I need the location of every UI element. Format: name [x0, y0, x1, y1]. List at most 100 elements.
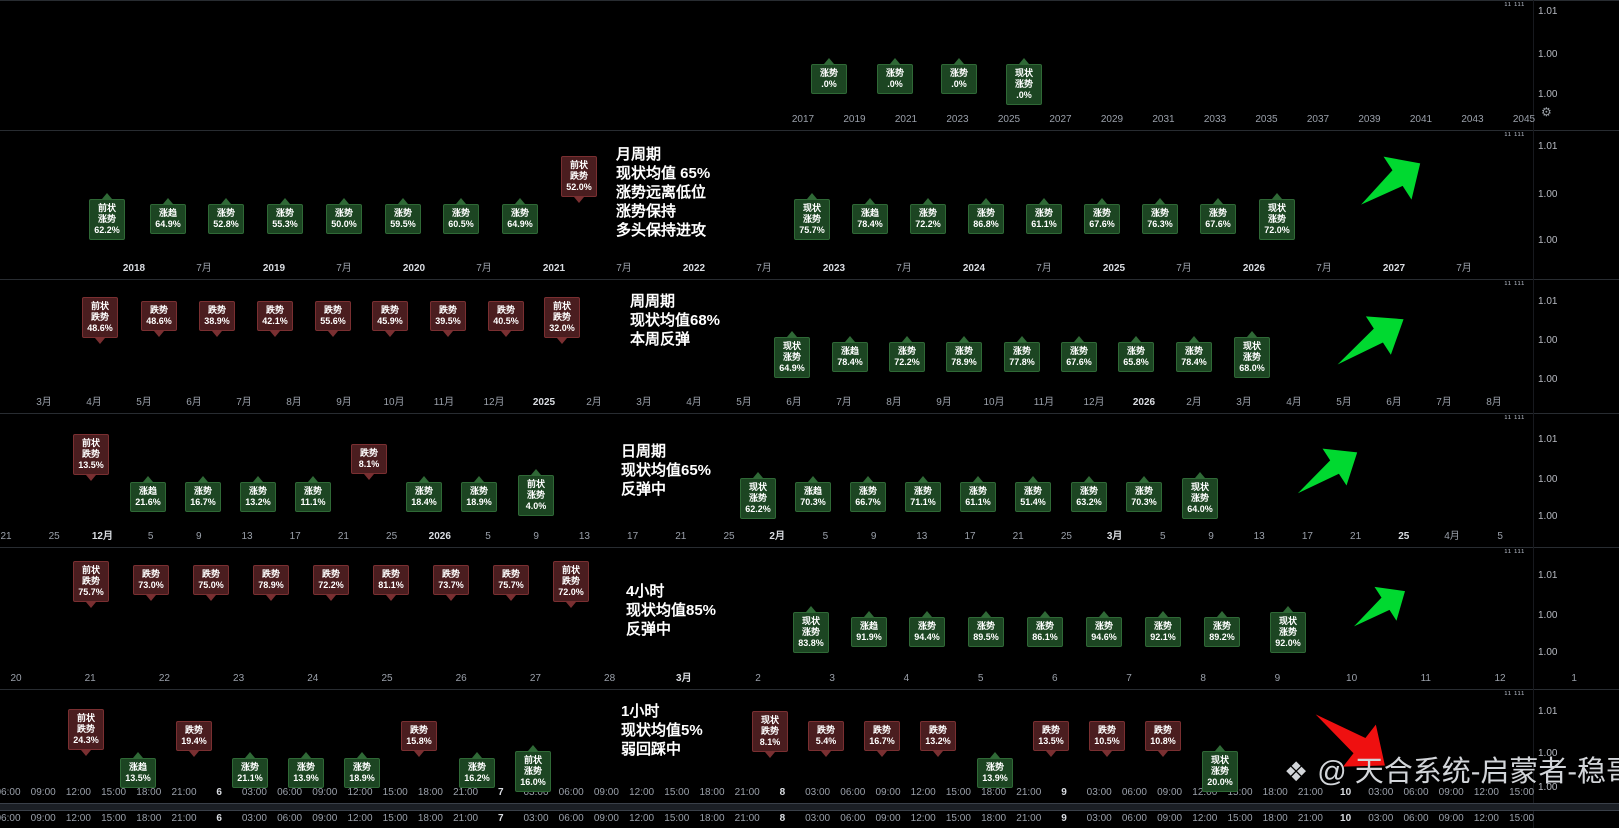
marker-box: 跌势 40.5% — [488, 301, 524, 331]
time-axis-bottom[interactable]: 06:00 09:00 12:00 15:00 18:00 21:00 6 03:00 06:0… — [0, 812, 1619, 826]
marker-box: 涨趋 21.6% — [130, 482, 166, 512]
bullish-label-marker: 现状 涨势 64.9% — [774, 331, 810, 378]
marker-text: 跌势 — [496, 305, 515, 315]
time-axis-4h[interactable]: 20 21 22 23 24 25 26 27 28 3月 2 3 4 5 6 7 8 9 10 11 12 1 — [0, 672, 1619, 686]
time-axis-label: 23 — [233, 673, 245, 684]
bearish-label-marker: 跌势 15.8% — [401, 721, 437, 757]
marker-text: 涨势 — [1150, 208, 1169, 218]
time-axis-label: 9月 — [936, 397, 952, 408]
time-axis-label: 12月 — [1083, 397, 1105, 408]
bullish-label-marker: 现状 涨势 72.0% — [1259, 193, 1295, 240]
marker-text: 跌势 — [872, 725, 891, 735]
time-axis-label: 2037 — [1306, 114, 1330, 125]
marker-box: 前状 跌势 52.0% — [561, 156, 597, 197]
time-axis-label: 9 — [533, 531, 539, 542]
marker-text: 跌势 — [438, 305, 457, 315]
marker-text: 涨势 — [782, 352, 801, 362]
pointer-down-icon — [506, 595, 516, 601]
marker-text: 13.9% — [293, 773, 319, 783]
pointer-up-icon — [474, 476, 484, 482]
time-axis-label: 8 — [779, 813, 786, 824]
bullish-label-marker: 涨势 18.4% — [406, 476, 442, 512]
marker-box: 前状 跌势 32.0% — [544, 297, 580, 338]
annotation-line: 月周期 — [616, 146, 662, 163]
marker-text: 16.7% — [190, 497, 216, 507]
time-axis-label: 7月 — [1176, 263, 1192, 274]
bullish-label-marker: 现状 涨势 75.7% — [794, 193, 830, 240]
time-axis-weekly[interactable]: 3月 4月 5月 6月 7月 8月 9月 10月 11月 12月 2025 2月 3月 4月 5月 6月 7月 8… — [0, 396, 1619, 410]
pointer-down-icon — [86, 602, 96, 608]
time-axis-label: 2026 — [1242, 263, 1266, 274]
time-axis-label: 09:00 — [593, 787, 619, 798]
marker-text: 67.6% — [1089, 219, 1115, 229]
bullish-label-marker: 现状 涨势 83.8% — [793, 606, 829, 653]
time-axis-label: 21:00 — [453, 787, 479, 798]
bullish-label-marker: 涨势 92.1% — [1145, 611, 1181, 647]
uptrend-arrow[interactable] — [1348, 586, 1410, 630]
bullish-label-marker: 涨势 89.5% — [968, 611, 1004, 647]
marker-box: 涨势 13.9% — [977, 758, 1013, 788]
time-axis-label: 7 — [498, 813, 504, 824]
pointer-up-icon — [357, 752, 367, 758]
marker-text: 涨趋 — [840, 346, 859, 356]
bullish-label-marker: 涨势 18.9% — [344, 752, 380, 788]
time-axis-label: 3 — [829, 673, 835, 684]
marker-text: 涨势 — [97, 214, 116, 224]
marker-text: 61.1% — [965, 497, 991, 507]
pointer-down-icon — [386, 595, 396, 601]
marker-text: 现状 — [1210, 755, 1229, 765]
pointer-up-icon — [398, 198, 408, 204]
marker-text: 跌势 — [569, 171, 588, 181]
marker-text: 涨趋 — [803, 486, 822, 496]
pointer-up-icon — [990, 752, 1000, 758]
downtrend-arrow[interactable] — [1308, 710, 1394, 768]
marker-box: 前状 涨势 62.2% — [89, 199, 125, 240]
marker-text: 涨趋 — [158, 208, 177, 218]
time-axis-daily[interactable]: 21 25 12月 5 9 13 17 21 25 2026 5 9 13 17 21 25 2月 5 9 13 17 2… — [0, 530, 1619, 544]
pointer-up-icon — [890, 58, 900, 64]
time-axis-label: 12:00 — [910, 787, 936, 798]
time-axis-yearly[interactable]: 2017 2019 2021 2023 2025 2027 2029 2031 2033 2035… — [0, 113, 1619, 127]
time-axis-1h[interactable]: 06:00 09:00 12:00 15:00 18:00 21:00 6 03:00 06:0… — [0, 786, 1619, 800]
time-axis-label: 4月 — [686, 397, 702, 408]
time-axis-label: 21 — [0, 531, 12, 542]
marker-text: 跌势 — [184, 725, 203, 735]
marker-text: 64.9% — [507, 219, 533, 229]
time-axis-label: 06:00 — [840, 787, 866, 798]
pointer-up-icon — [528, 745, 538, 751]
bullish-label-marker: 涨势 51.4% — [1015, 476, 1051, 512]
pane-divider-bar[interactable] — [0, 803, 1619, 811]
scale-settings-gear-icon[interactable]: ⚙ — [1541, 105, 1552, 119]
marker-text: .0% — [1016, 90, 1032, 100]
uptrend-arrow[interactable] — [1291, 448, 1363, 496]
time-axis-monthly[interactable]: 2018 7月 2019 7月 2020 7月 2021 7月 2022 7月 2023 7月 2024… — [0, 262, 1619, 276]
time-axis-label: 2035 — [1255, 114, 1278, 125]
marker-box: 涨势 65.8% — [1118, 342, 1154, 372]
marker-box: 涨势 60.5% — [443, 204, 479, 234]
time-axis-label: 15:00 — [1509, 787, 1535, 798]
marker-text: 涨势 — [1278, 627, 1297, 637]
marker-box: 涨势 66.7% — [850, 482, 886, 512]
marker-box: 涨趋 70.3% — [795, 482, 831, 512]
marker-text: 前状 — [526, 479, 545, 489]
marker-text: 涨势 — [976, 208, 995, 218]
pane-yearly: 涨势 .0% 涨势 .0% 涨势 .0% 现状 涨势 .0% 2017 2019 2021 2023 20… — [0, 0, 1619, 130]
marker-box: 跌势 42.1% — [257, 301, 293, 331]
marker-text: 62.2% — [745, 504, 771, 514]
bullish-label-marker: 前状 涨势 62.2% — [89, 193, 125, 240]
marker-text: 67.6% — [1066, 357, 1092, 367]
time-axis-label: 06:00 — [277, 787, 303, 798]
marker-text: 前状 — [81, 438, 100, 448]
price-scale-label: 1.01 — [1538, 296, 1558, 307]
bullish-label-marker: 涨势 .0% — [877, 58, 913, 94]
marker-text: 18.9% — [349, 773, 375, 783]
price-scale-label: 1.00 — [1538, 374, 1558, 385]
annotation-line: 现状均值85% — [626, 602, 717, 619]
uptrend-arrow[interactable] — [1330, 316, 1410, 366]
uptrend-arrow[interactable] — [1354, 155, 1426, 211]
time-axis-label: 06:00 — [0, 813, 21, 824]
time-axis-label: 15:00 — [945, 813, 971, 824]
marker-text: 跌势 — [261, 569, 280, 579]
marker-text: 涨势 — [1012, 346, 1031, 356]
